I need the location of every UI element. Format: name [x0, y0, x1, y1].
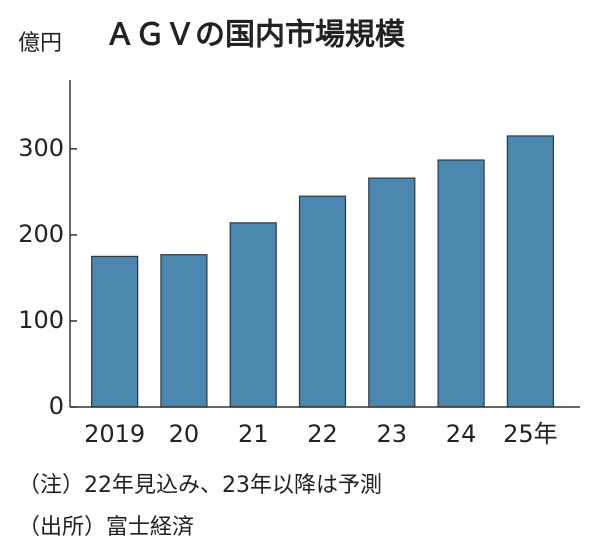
bar — [229, 222, 277, 408]
note: （出所）富士経済 — [18, 515, 194, 540]
x-tick-label: 22 — [307, 420, 338, 448]
x-tick-label: 25年 — [503, 420, 558, 448]
x-tick-label: 2019 — [84, 420, 145, 448]
chart-title: ＡＧＶの国内市場規模 — [105, 18, 405, 53]
x-tick-label: 21 — [238, 420, 269, 448]
x-tick-label: 24 — [446, 420, 477, 448]
bar — [437, 159, 485, 408]
bar — [506, 135, 554, 408]
bar — [368, 177, 416, 408]
note: （注）22年見込み、23年以降は予測 — [18, 473, 382, 498]
y-unit: 億円 — [18, 31, 62, 56]
bar — [91, 255, 139, 408]
y-tick-label: 200 — [18, 220, 64, 248]
y-tick-label: 100 — [18, 306, 64, 334]
bar — [160, 254, 208, 408]
x-tick-label: 23 — [377, 420, 408, 448]
x-tick-label: 20 — [169, 420, 200, 448]
bar — [298, 195, 347, 408]
y-tick-label: 0 — [49, 392, 64, 420]
y-tick-label: 300 — [18, 134, 64, 162]
